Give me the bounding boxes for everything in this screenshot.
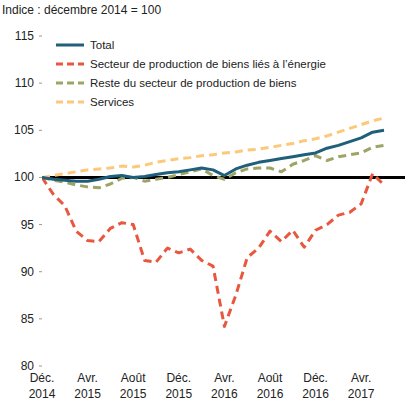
legend-swatch — [56, 101, 84, 104]
x-tick-label: Déc.2016 — [302, 371, 329, 401]
legend-swatch — [56, 63, 84, 66]
x-tick-label: Août2016 — [257, 371, 284, 401]
x-tick-label: Avr.2016 — [211, 371, 238, 401]
y-tick — [39, 224, 42, 225]
y-tick — [39, 83, 42, 84]
x-tick-label: Août2015 — [120, 371, 147, 401]
y-tick-label: 100 — [14, 170, 34, 184]
y-tick — [39, 177, 42, 178]
x-tick-label: Déc.2015 — [165, 371, 192, 401]
x-tick-label: Déc.2014 — [29, 371, 56, 401]
x-tick-label: Avr.2015 — [74, 371, 101, 401]
legend-label: Reste du secteur de production de biens — [90, 77, 297, 89]
y-tick — [39, 271, 42, 272]
chart: Indice : décembre 2014 = 100808590951001… — [0, 0, 419, 419]
y-tick-label: 95 — [21, 218, 35, 232]
y-tick — [39, 130, 42, 131]
legend: Total Secteur de production de biens liés… — [56, 39, 326, 108]
y-tick-label: 105 — [14, 123, 34, 137]
y-tick — [39, 318, 42, 319]
legend-label: Secteur de production de biens liés à l’… — [90, 58, 326, 70]
legend-swatch — [56, 82, 84, 85]
legend-label: Total — [90, 39, 114, 51]
y-tick — [39, 366, 42, 367]
y-tick — [39, 36, 42, 37]
series-line — [42, 174, 384, 327]
y-axis-title: Indice : décembre 2014 = 100 — [2, 3, 161, 17]
y-tick-label: 110 — [15, 76, 34, 90]
plot-area — [42, 118, 405, 326]
y-tick-label: 90 — [21, 265, 35, 279]
series-line — [42, 130, 384, 181]
y-tick-label: 85 — [21, 312, 35, 326]
legend-label: Services — [90, 96, 134, 108]
x-tick-label: Avr.2017 — [348, 371, 375, 401]
legend-swatch — [56, 44, 84, 47]
y-tick-label: 115 — [15, 29, 34, 43]
